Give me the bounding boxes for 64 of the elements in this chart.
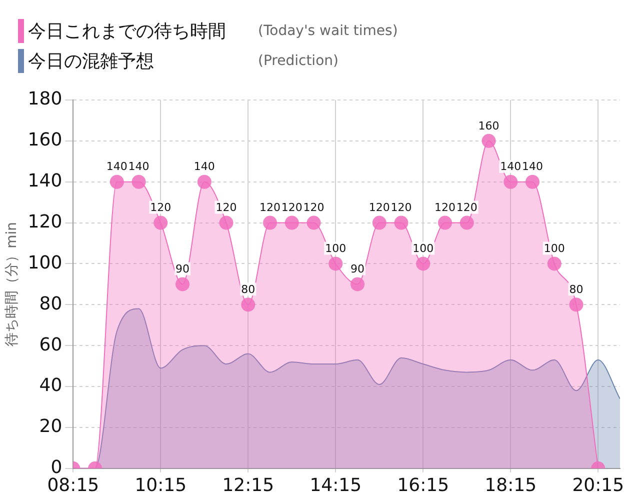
y-tick-label: 160: [28, 130, 62, 151]
y-tick-label: 180: [28, 88, 62, 110]
data-label: 140: [194, 160, 215, 174]
x-tick-label: 18:15: [484, 474, 537, 496]
point: [547, 256, 562, 271]
point: [197, 174, 212, 189]
y-tick-label: 60: [39, 334, 62, 356]
data-label: 80: [569, 283, 584, 296]
x-tick-label: 14:15: [310, 474, 362, 496]
y-tick-label: 120: [28, 211, 62, 232]
point: [154, 216, 168, 230]
data-label: 120: [456, 201, 478, 214]
point: [350, 277, 365, 292]
data-label: 100: [325, 242, 346, 256]
point: [132, 174, 146, 189]
point: [306, 216, 321, 230]
y-axis-title: 待ち時間（分）min: [4, 222, 20, 346]
y-tick-label: 40: [39, 375, 62, 396]
point: [263, 216, 278, 230]
point: [219, 216, 234, 230]
point: [416, 256, 430, 271]
x-tick-label: 16:15: [397, 474, 450, 496]
text: (Prediction): [258, 53, 338, 69]
data-label: 120: [368, 201, 390, 214]
data-label: 140: [128, 160, 150, 174]
data-label: 120: [281, 201, 302, 214]
y-tick-label: 100: [28, 252, 62, 274]
data-label: 160: [478, 119, 500, 132]
data-label: 90: [176, 262, 190, 276]
data-label: 90: [350, 262, 365, 276]
data-label: 120: [216, 201, 237, 214]
point: [372, 216, 386, 230]
legend-label: 今日の混雑予想: [28, 50, 155, 73]
data-label: 140: [106, 160, 128, 174]
data-label: 140: [522, 160, 544, 174]
data-label: 80: [241, 283, 256, 296]
point: [569, 298, 584, 312]
point: [460, 216, 474, 230]
x-tick-label: 20:15: [572, 474, 624, 496]
data-label: 100: [412, 242, 434, 256]
x-tick-label: 10:15: [134, 474, 187, 496]
point: [110, 174, 124, 189]
point: [328, 256, 343, 271]
point: [504, 174, 518, 189]
point: [482, 134, 496, 148]
point: [438, 216, 452, 230]
legend-label: 今日これまでの待ち時間: [28, 20, 227, 43]
text: (Today's wait times): [258, 23, 398, 39]
data-label: 140: [500, 160, 522, 174]
data-label: 100: [544, 242, 565, 256]
data-label: 120: [434, 201, 456, 214]
data-label: 120: [390, 201, 412, 214]
point: [284, 216, 299, 230]
data-label: 120: [260, 201, 281, 214]
y-tick-label: 140: [28, 170, 62, 192]
point: [176, 277, 190, 292]
point: [394, 216, 408, 230]
data-label: 120: [150, 201, 172, 214]
point: [526, 174, 540, 189]
data-label: 120: [303, 201, 324, 214]
y-tick-label: 80: [39, 293, 62, 314]
y-tick-label: 20: [39, 416, 62, 438]
point: [241, 298, 256, 312]
x-tick-label: 12:15: [222, 474, 274, 496]
